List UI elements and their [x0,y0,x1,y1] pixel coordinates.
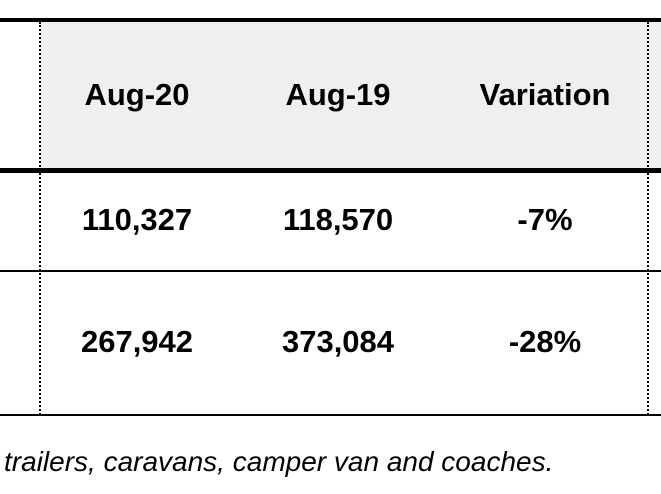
table-cell: 118,570 [282,202,394,237]
column-divider [39,22,41,415]
table-cell: 267,942 [80,324,194,359]
table-cell: 110,327 [81,202,193,237]
header-cell: Aug-20 [84,77,190,112]
table-cell: -7% [517,202,573,237]
header-rule [0,168,661,173]
top-rule [0,18,661,22]
header-background [40,22,661,170]
header-cell: Aug-19 [285,77,391,112]
column-divider [647,22,649,415]
bottom-rule [0,414,661,416]
footnote: trailers, caravans, camper van and coach… [4,446,554,477]
row-rule [0,270,661,272]
header-cell: Variation [479,77,611,112]
table-cell: -28% [508,324,582,359]
table-cell: 373,084 [281,324,395,359]
